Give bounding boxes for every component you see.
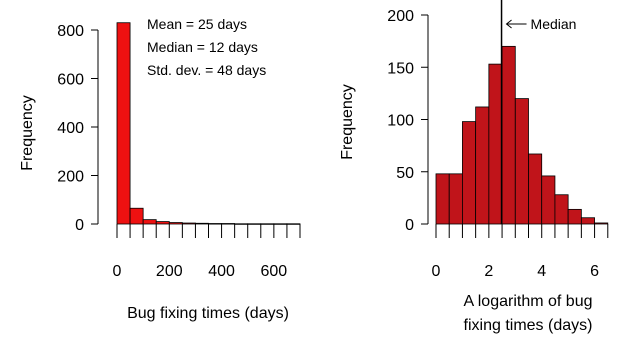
- left-histogram-bar-6: [195, 222, 209, 225]
- median-annotation: Median = 12 days: [147, 39, 258, 55]
- right-histogram-bar-1: [448, 173, 463, 225]
- right-histogram-bar-7: [528, 153, 543, 225]
- right-x-tick-label: 0: [432, 263, 441, 280]
- left-histogram-bar-5: [181, 222, 196, 225]
- left-x-ticks: 0 200 400 600: [113, 224, 301, 280]
- summary-stats-annotation: Mean = 25 days Median = 12 days Std. dev…: [147, 16, 266, 78]
- left-histogram-bar-10: [247, 223, 262, 225]
- right-histogram-bar-11: [580, 217, 595, 225]
- right-x-tick-label: 6: [590, 263, 599, 280]
- left-histogram-bar-8: [221, 223, 236, 225]
- right-histogram-bar-8: [541, 175, 556, 225]
- right-x-tick-label: 2: [484, 263, 493, 280]
- left-x-tick-label: 0: [113, 263, 122, 280]
- right-histogram-bar-0: [435, 173, 450, 225]
- left-histogram-bar-4: [168, 222, 183, 225]
- right-histogram-bar-12: [594, 222, 609, 225]
- std-dev-annotation: Std. dev. = 48 days: [147, 62, 266, 78]
- left-histogram-bar-11: [260, 223, 275, 225]
- left-histogram-bar-9: [234, 223, 249, 225]
- left-y-tick-label: 800: [57, 23, 84, 40]
- right-histogram-bar-2: [462, 121, 477, 225]
- right-y-tick-label: 50: [396, 165, 414, 182]
- right-histogram-bar-4: [488, 63, 503, 225]
- right-y-axis-label: Frequency: [339, 84, 356, 160]
- left-y-tick-label: 400: [57, 120, 84, 137]
- left-histogram-bar-2: [142, 219, 157, 225]
- left-histogram-panel: 0 200 400 600 800 0 200 400 600 Bug fixing time…: [19, 16, 301, 322]
- right-x-ticks: 0 2 4 6: [432, 224, 609, 280]
- left-histogram-bar-13: [286, 223, 301, 225]
- right-x-tick-label: 4: [537, 263, 546, 280]
- left-histogram-bars: [116, 22, 301, 225]
- right-histogram-bar-9: [554, 194, 569, 225]
- right-y-tick-label: 200: [387, 8, 414, 25]
- right-histogram-bar-10: [567, 208, 582, 225]
- left-x-tick-label: 600: [261, 263, 288, 280]
- left-histogram-bar-12: [273, 223, 288, 225]
- median-arrow: [505, 19, 527, 29]
- left-y-ticks: 0 200 400 600 800: [57, 23, 98, 234]
- left-x-tick-label: 200: [156, 263, 183, 280]
- right-histogram-bar-5: [501, 45, 516, 225]
- left-x-axis-label: Bug fixing times (days): [127, 305, 289, 322]
- right-y-ticks: 0 50 100 150 200: [387, 8, 428, 234]
- right-histogram-bar-3: [475, 106, 490, 225]
- right-histogram-panel: 0 50 100 150 200 0 2 4 6 Median A logarithm of …: [339, 0, 609, 334]
- right-y-tick-label: 100: [387, 113, 414, 130]
- right-y-tick-label: 0: [405, 217, 414, 234]
- left-histogram-bar-7: [208, 223, 222, 225]
- right-histogram-bar-6: [514, 98, 529, 225]
- median-arrow-head: [505, 19, 512, 29]
- mean-annotation: Mean = 25 days: [147, 16, 247, 32]
- right-histogram-bars: [435, 45, 609, 225]
- left-y-tick-label: 200: [57, 169, 84, 186]
- right-y-tick-label: 150: [387, 60, 414, 77]
- left-histogram-bar-0: [116, 22, 131, 225]
- left-y-tick-label: 600: [57, 72, 84, 89]
- left-histogram-bar-3: [155, 221, 170, 225]
- left-y-axis-label: Frequency: [19, 95, 36, 171]
- median-line-label: Median: [531, 16, 577, 32]
- left-y-tick-label: 0: [75, 217, 84, 234]
- left-histogram-bar-1: [129, 207, 144, 225]
- right-x-axis-label-line-1: A logarithm of bug: [464, 293, 593, 310]
- right-x-axis-label-line-2: fixing times (days): [464, 317, 593, 334]
- left-x-tick-label: 400: [208, 263, 235, 280]
